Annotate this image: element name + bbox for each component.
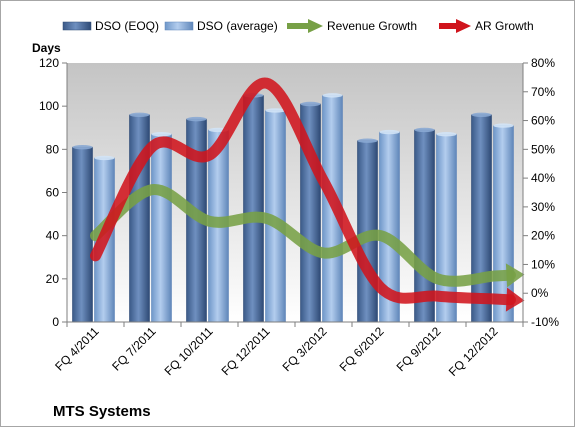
bar-cap-dso-eoq-fq-4-2011: [72, 144, 93, 150]
x-tick-label-fq-4-2011: FQ 4/2011: [52, 324, 102, 374]
y-tick-label-80: 80: [46, 142, 60, 156]
bar-cap-dso-average-fq-9-2012: [436, 132, 457, 137]
lines-layer: [90, 77, 525, 312]
legend-label-ar-growth: AR Growth: [475, 19, 534, 33]
bar-cap-dso-average-fq-4-2011: [94, 155, 115, 161]
bar-cap-dso-average-fq-7-2011: [151, 132, 172, 137]
y-tick-label-60: 60: [46, 186, 60, 200]
bar-cap-dso-eoq-fq-3-2012: [300, 101, 321, 107]
bar-cap-dso-average-fq-12-2011: [265, 108, 286, 113]
legend-item-ar-growth: AR Growth: [439, 19, 534, 33]
legend-arrowhead-ar-growth: [456, 19, 471, 33]
bar-cap-dso-eoq-fq-12-2012: [471, 112, 492, 118]
legend-item-dso-average: DSO (average): [164, 19, 278, 33]
y2-tick-label-6: 50%: [531, 142, 555, 156]
x-tick-label-fq-12-2012: FQ 12/2012: [446, 324, 501, 379]
legend-item-revenue-growth: Revenue Growth: [287, 19, 417, 33]
y-tick-label-120: 120: [39, 56, 59, 70]
x-tick-label-fq-9-2012: FQ 9/2012: [394, 324, 444, 374]
arrowhead-revenue-growth: [505, 263, 525, 288]
y2-tick-label-7: 60%: [531, 114, 555, 128]
legend-label-dso-eoq: DSO (EOQ): [95, 19, 159, 33]
bar-cap-dso-average-fq-12-2012: [493, 123, 514, 128]
bar-dso-average-fq-7-2011: [151, 133, 172, 323]
bar-dso-eoq-fq-12-2012: [471, 114, 492, 323]
y2-tick-label-8: 70%: [531, 85, 555, 99]
chart-legend: DSO (EOQ) DSO (average) Revenue Growth A…: [62, 19, 534, 33]
legend-item-dso-eoq: DSO (EOQ): [62, 19, 159, 33]
bar-cap-dso-eoq-fq-10-2011: [186, 116, 207, 122]
legend-swatch-dso-average: [164, 21, 194, 31]
x-tick-label-fq-7-2011: FQ 7/2011: [109, 324, 159, 374]
y2-tick-label-9: 80%: [531, 56, 555, 70]
y-tick-label-40: 40: [46, 229, 60, 243]
bar-cap-dso-average-fq-3-2012: [322, 93, 343, 98]
y2-tick-label-1: 0%: [531, 286, 549, 300]
bar-cap-dso-average-fq-6-2012: [379, 129, 400, 135]
x-tick-label-fq-6-2012: FQ 6/2012: [337, 324, 387, 374]
arrowhead-ar-growth: [505, 287, 525, 312]
bar-dso-eoq-fq-4-2011: [72, 146, 93, 323]
x-tick-label-fq-3-2012: FQ 3/2012: [280, 324, 330, 374]
line-ar-growth: [90, 77, 516, 306]
legend-arrowhead-revenue-growth: [308, 19, 323, 33]
legend-label-revenue-growth: Revenue Growth: [327, 19, 417, 33]
y2-tick-label-3: 20%: [531, 229, 555, 243]
bar-cap-dso-eoq-fq-6-2012: [357, 138, 378, 143]
y2-tick-label-0: -10%: [531, 315, 559, 329]
y2-tick-label-5: 40%: [531, 171, 555, 185]
bar-cap-dso-eoq-fq-7-2011: [129, 112, 150, 118]
y2-tick-label-2: 10%: [531, 257, 555, 271]
x-tick-label-fq-12-2011: FQ 12/2011: [219, 324, 273, 378]
y2-tick-label-4: 30%: [531, 200, 555, 214]
legend-swatch-dso-eoq: [62, 21, 92, 31]
bar-dso-eoq-fq-12-2011: [243, 95, 264, 323]
y-tick-label-0: 0: [52, 315, 59, 329]
x-tick-label-fq-10-2011: FQ 10/2011: [162, 324, 216, 378]
y-tick-label-20: 20: [46, 272, 60, 286]
y-axis-unit-label: Days: [32, 41, 61, 55]
line-revenue-growth: [90, 184, 516, 287]
bar-cap-dso-eoq-fq-9-2012: [414, 127, 435, 133]
legend-label-dso-average: DSO (average): [197, 19, 278, 33]
y-tick-label-100: 100: [39, 99, 59, 113]
chart-title: MTS Systems: [53, 403, 151, 420]
